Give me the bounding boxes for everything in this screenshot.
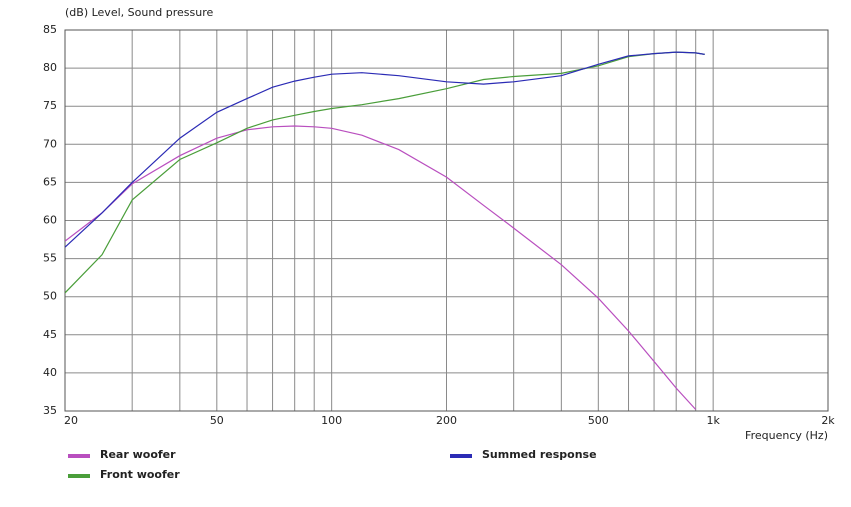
legend-label: Front woofer — [100, 468, 180, 481]
y-tick-label: 55 — [43, 252, 57, 265]
x-tick-label: 1k — [706, 414, 720, 427]
y-tick-label: 60 — [43, 214, 57, 227]
y-tick-label: 85 — [43, 23, 57, 36]
plot-border — [64, 29, 829, 412]
legend-label: Summed response — [482, 448, 597, 461]
y-tick-label: 35 — [43, 404, 57, 417]
y-tick-label: 75 — [43, 99, 57, 112]
y-tick-label: 70 — [43, 137, 57, 150]
y-tick-label: 80 — [43, 61, 57, 74]
series-line — [65, 125, 697, 410]
y-tick-label: 40 — [43, 366, 57, 379]
legend-swatch — [450, 454, 472, 458]
x-tick-label: 200 — [436, 414, 457, 427]
x-tick-label: 100 — [321, 414, 342, 427]
series-line — [65, 51, 705, 248]
legend-label: Rear woofer — [100, 448, 176, 461]
x-tick-label: 20 — [64, 414, 78, 427]
y-axis-label: (dB) Level, Sound pressure — [65, 6, 214, 19]
y-tick-label: 50 — [43, 290, 57, 303]
x-tick-label: 500 — [588, 414, 609, 427]
legend-swatch — [68, 474, 90, 478]
x-axis-label: Frequency (Hz) — [745, 429, 828, 442]
x-tick-label: 50 — [210, 414, 224, 427]
x-tick-label: 2k — [821, 414, 835, 427]
y-tick-label: 45 — [43, 328, 57, 341]
legend-swatch — [68, 454, 90, 458]
y-tick-label: 65 — [43, 175, 57, 188]
